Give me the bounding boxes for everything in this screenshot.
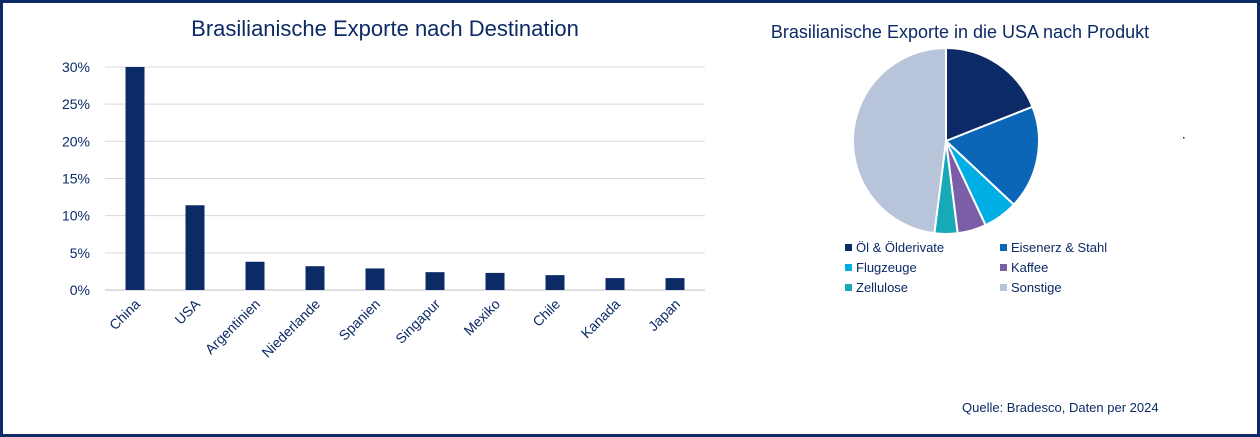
legend-label: Zellulose [856, 280, 908, 295]
x-tick-label: Spanien [335, 296, 383, 344]
legend-label: Eisenerz & Stahl [1011, 240, 1107, 255]
bar-chart-title: Brasilianische Exporte nach Destination [191, 16, 579, 41]
pie-chart-legend: Öl & Ölderivate Eisenerz & Stahl Flugzeuge… [845, 240, 1107, 295]
bar-japan [665, 278, 685, 290]
legend-swatch [1000, 244, 1007, 251]
bar-kanada [605, 278, 625, 290]
x-tick-label: Chile [529, 296, 563, 330]
pie-slice [945, 46, 1034, 143]
legend-label: Sonstige [1011, 280, 1062, 295]
source-note: Quelle: Bradesco, Daten per 2024 [962, 400, 1159, 415]
legend-label: Öl & Ölderivate [856, 240, 944, 255]
legend-swatch [1000, 264, 1007, 271]
pie-chart-title: Brasilianische Exporte in die USA nach P… [771, 22, 1149, 42]
x-tick-label: Niederlande [258, 296, 323, 361]
pie-slice [944, 105, 1040, 207]
bar-usa [185, 205, 205, 290]
x-tick-label: Argentinien [202, 296, 263, 357]
bar-chart-y-ticks: 0% 5% 10% 15% 20% 25% 30% [62, 59, 90, 298]
bar-mexiko [485, 272, 505, 290]
y-tick-label: 0% [70, 282, 90, 298]
bar-singapur [425, 272, 445, 290]
bar-spanien [365, 268, 385, 290]
x-tick-label: Japan [645, 296, 683, 334]
y-tick-label: 10% [62, 208, 90, 224]
x-tick-label: Singapur [392, 296, 443, 347]
legend-swatch [1000, 284, 1007, 291]
bar-chart-bars [125, 67, 685, 290]
bar-niederlande [305, 266, 325, 290]
pie-slice [852, 46, 947, 235]
legend-swatch [845, 244, 852, 251]
y-tick-label: 15% [62, 171, 90, 187]
legend-label: Flugzeuge [856, 260, 917, 275]
x-tick-label: Kanada [578, 296, 624, 342]
pie-chart-slices [852, 46, 1040, 235]
x-tick-label: USA [171, 295, 203, 327]
x-tick-label: Mexiko [460, 296, 503, 339]
y-tick-label: 5% [70, 245, 90, 261]
legend-label: Kaffee [1011, 260, 1048, 275]
pie-chart: Brasilianische Exporte in die USA nach P… [771, 22, 1149, 295]
y-tick-label: 25% [62, 96, 90, 112]
stray-dot [1183, 137, 1185, 139]
bar-chart-gridlines [105, 66, 705, 291]
bar-china [125, 67, 145, 290]
y-tick-label: 30% [62, 59, 90, 75]
bar-chart: Brasilianische Exporte nach Destination … [62, 16, 705, 361]
bar-chile [545, 275, 565, 290]
bar-argentinien [245, 261, 265, 290]
legend-swatch [845, 264, 852, 271]
legend-swatch [845, 284, 852, 291]
y-tick-label: 20% [62, 133, 90, 149]
x-tick-label: China [106, 296, 143, 333]
